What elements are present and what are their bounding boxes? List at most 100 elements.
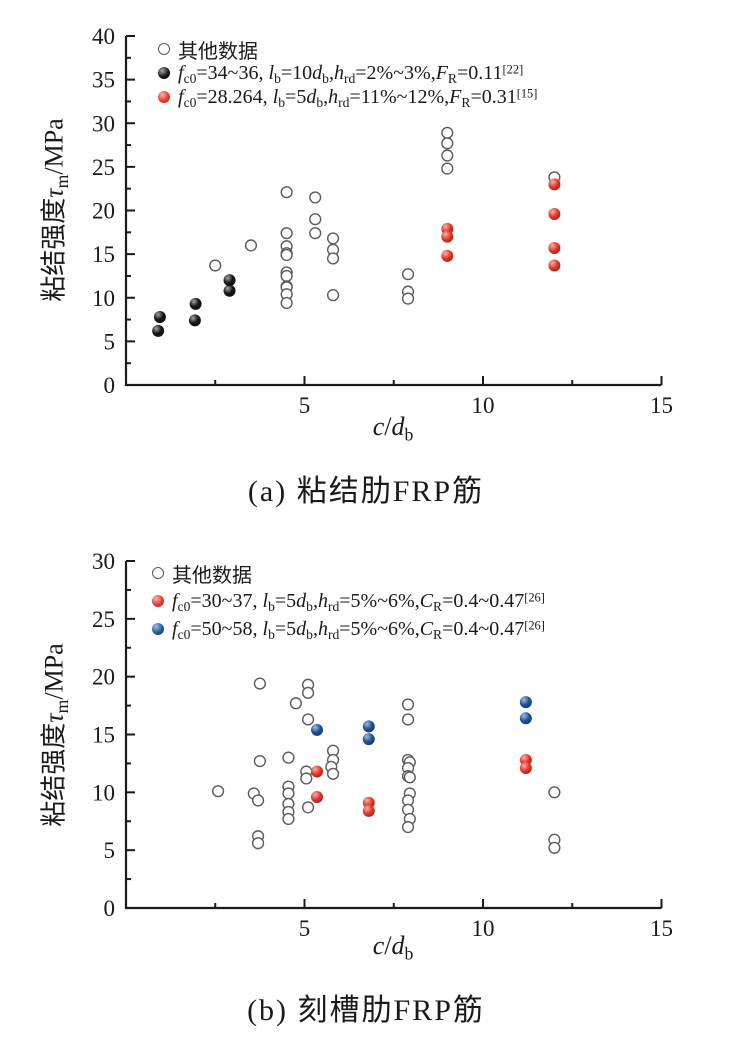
legend-marker-black-icon [158,67,170,79]
data-point-black [153,310,166,323]
y-axis-tick-label: 30 [92,111,115,136]
data-point-open [282,812,295,826]
x-axis-tick-label: 15 [650,916,673,941]
data-point-open [280,269,293,283]
data-point-open [441,137,454,150]
data-point-open [401,713,415,726]
legend-marker-open-icon [152,567,164,579]
data-point-blue [362,733,375,746]
data-point-red [362,804,375,817]
data-point-open [309,213,322,226]
legend-item: fc0=28.264, lb=5db,hrd=11%~12%,FR=0.31[1… [158,85,537,109]
y-axis-label-a: 粘结强度τm/MPa [39,118,72,302]
data-point-open [251,837,265,850]
legend-label: fc0=30~37, lb=5db,hrd=5%~6%,CR=0.4~0.47[… [172,589,545,614]
x-axis-tick-label: 15 [650,393,673,418]
data-point-open [212,785,225,798]
legend-label: 其他数据 [178,40,258,63]
data-point-black [188,314,201,327]
legend-marker-red-icon [152,595,164,607]
data-point-open [326,252,340,265]
data-point-open [401,698,415,711]
data-point-open [253,755,266,768]
legend-label: 其他数据 [172,564,252,587]
data-point-open [441,162,454,175]
legend-item: fc0=34~36, lb=10db,hrd=2%~3%,FR=0.11[22] [158,61,537,85]
data-point-open [326,289,340,302]
y-axis-tick-label: 20 [92,199,115,224]
legend-b: 其他数据 fc0=30~37, lb=5db,hrd=5%~6%,CR=0.4~0… [152,559,545,643]
data-point-open [251,794,265,807]
data-point-open [209,259,222,272]
y-axis-tick-label: 25 [92,155,115,180]
data-point-open [309,227,322,240]
y-axis-tick-label: 25 [92,607,115,632]
x-axis-tick-label: 10 [472,916,495,941]
data-point-black [189,297,202,310]
panel-a-caption: (a) 粘结肋FRP筋 [247,475,485,508]
data-point-open [301,686,315,699]
legend-marker-red-icon [158,91,170,103]
data-point-black [152,324,165,337]
x-axis-label-a: c/db [372,412,414,445]
data-point-blue [310,723,323,736]
data-point-open [403,771,416,784]
data-point-open [280,186,293,199]
y-axis-tick-label: 40 [92,24,115,49]
data-point-red [548,207,561,220]
x-axis-tick-label: 10 [472,393,495,418]
data-point-open [401,292,415,305]
data-point-red [310,765,323,778]
legend-item: fc0=30~37, lb=5db,hrd=5%~6%,CR=0.4~0.47[… [152,587,545,615]
data-point-red [441,249,454,262]
y-axis-label-b: 粘结强度τm/MPa [39,643,72,827]
data-point-open [401,268,415,281]
data-point-black [223,274,236,287]
y-axis-tick-label: 5 [104,329,116,354]
data-point-open [548,786,561,799]
y-axis-tick-label: 20 [92,665,115,690]
data-point-blue [519,712,532,725]
chart-a: 0 5 10 15 20 25 30 35 40 5 10 15 [92,24,673,418]
legend-label: fc0=50~58, lb=5db,hrd=5%~6%,CR=0.4~0.47[… [172,617,545,642]
data-point-black [223,284,236,297]
data-point-red [310,790,323,803]
data-point-open [548,841,561,854]
y-axis-tick-label: 10 [92,286,115,311]
data-point-red [548,178,561,191]
legend-item: 其他数据 [152,559,545,587]
data-point-open [244,239,258,252]
x-axis-label-b: c/db [372,931,414,964]
data-point-open [289,697,303,710]
y-axis-tick-label: 0 [104,373,116,398]
chart-b: 0 5 10 15 20 25 30 5 10 15 [92,549,673,941]
data-point-open [280,227,293,240]
y-axis-tick-label: 15 [92,723,115,748]
legend-a: 其他数据 fc0=34~36, lb=10db,hrd=2%~3%,FR=0.11… [158,37,537,109]
data-point-open [326,767,340,780]
y-axis-tick-label: 35 [92,68,115,93]
data-point-red [441,230,454,243]
data-point-open [280,296,293,310]
x-axis-tick-label: 5 [299,393,311,418]
data-point-open [301,801,315,814]
legend-item: fc0=50~58, lb=5db,hrd=5%~6%,CR=0.4~0.47[… [152,615,545,643]
data-point-open [301,713,315,726]
y-axis-tick-label: 0 [104,896,116,921]
data-point-open [300,772,313,785]
legend-label: fc0=34~36, lb=10db,hrd=2%~3%,FR=0.11[22] [178,61,524,86]
panel-b-caption: (b) 刻槽肋FRP筋 [247,994,485,1027]
data-point-red [548,242,561,255]
legend-label: fc0=28.264, lb=5db,hrd=11%~12%,FR=0.31[1… [178,85,538,110]
data-point-open [309,191,322,204]
x-axis-tick-label: 5 [299,916,311,941]
data-point-open [282,751,295,764]
data-point-open [282,787,295,800]
data-point-open [401,820,415,834]
data-point-open [326,232,340,245]
data-point-blue [519,696,532,709]
y-axis-tick-label: 15 [92,242,115,267]
data-point-blue [362,720,375,733]
data-point-open [441,126,454,139]
